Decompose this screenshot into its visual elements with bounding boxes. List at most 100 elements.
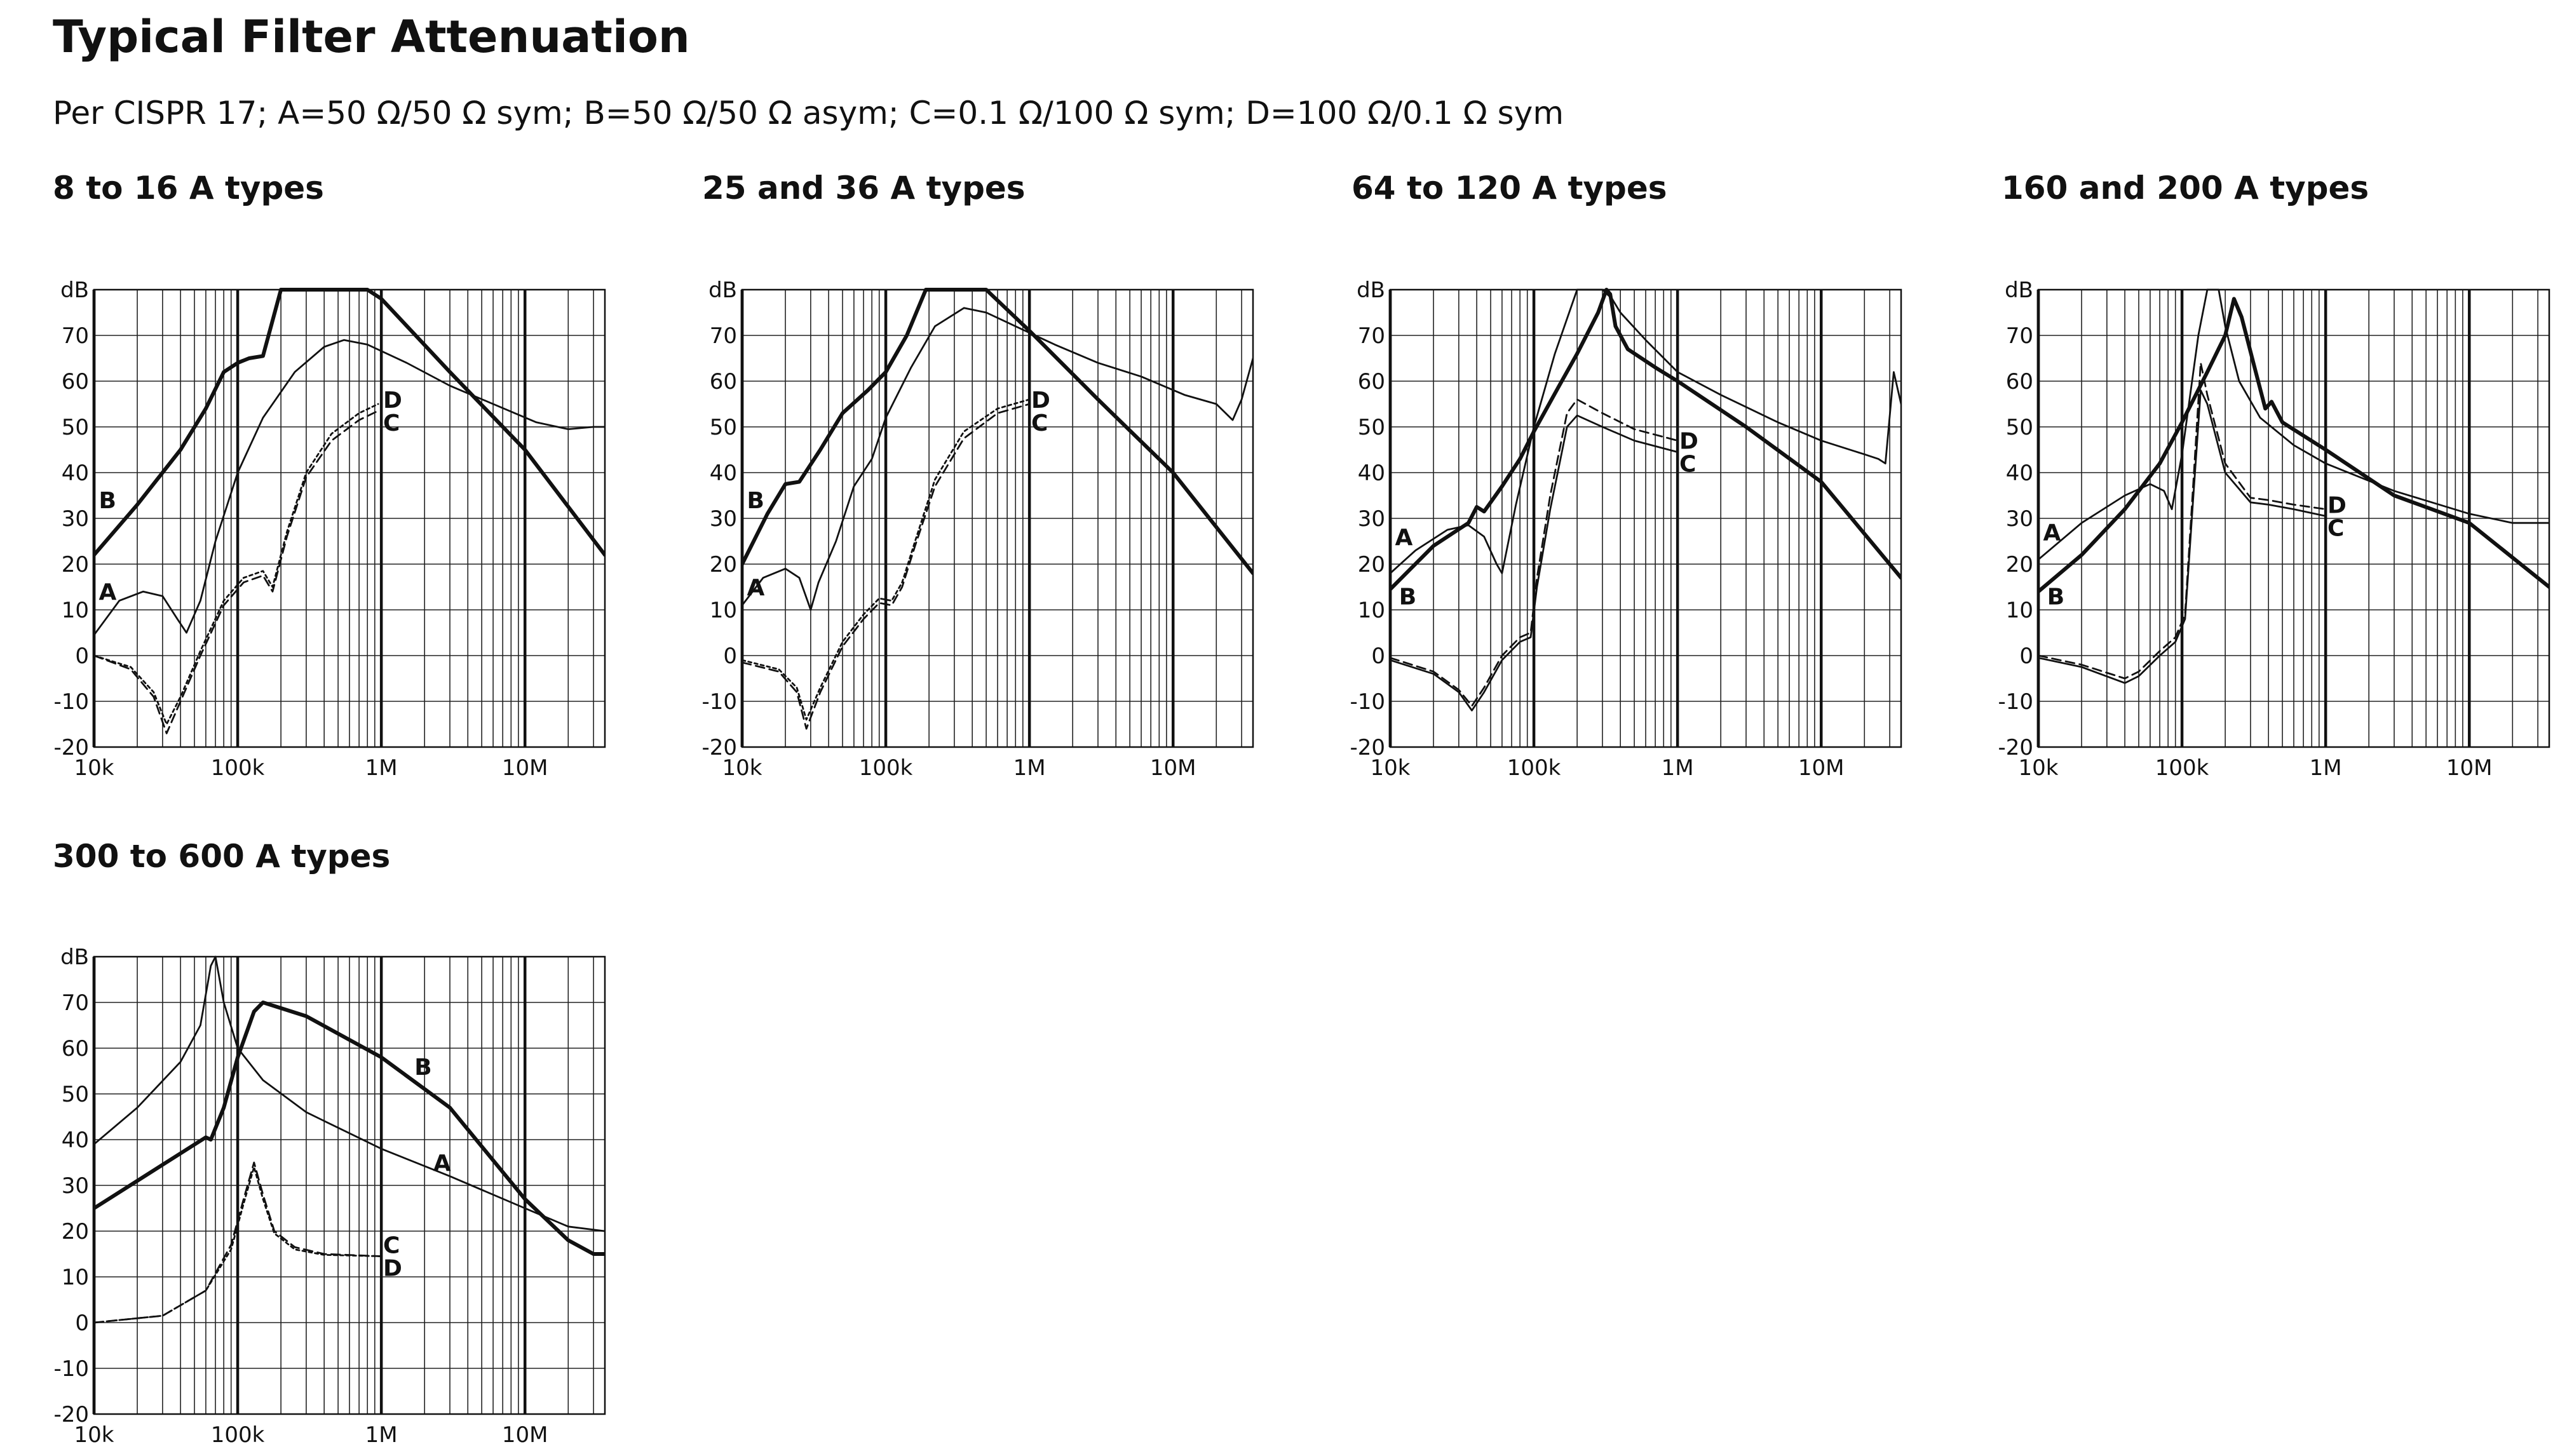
y-tick-label: 0 bbox=[75, 644, 89, 669]
series-line-a bbox=[1390, 288, 1901, 574]
series-line-d bbox=[94, 1166, 383, 1324]
y-axis-unit-label: dB bbox=[1357, 278, 1385, 303]
series-label-b: B bbox=[747, 488, 764, 514]
y-tick-label: -10 bbox=[1998, 689, 2033, 715]
series-label-c: C bbox=[2327, 515, 2344, 541]
series-label-a: A bbox=[747, 575, 765, 601]
y-tick-label: 60 bbox=[62, 1036, 89, 1062]
series-line-d bbox=[94, 403, 379, 725]
y-tick-label: 60 bbox=[1358, 369, 1385, 394]
series-label-c: C bbox=[1031, 410, 1048, 436]
y-tick-label: 50 bbox=[710, 415, 737, 440]
y-tick-label: 20 bbox=[62, 1219, 89, 1244]
y-tick-label: 0 bbox=[75, 1311, 89, 1336]
chart-8-16a: -20 -10 0 10 20 30 40 50 60 70 dB 10k 100k 1M 10M A B CD bbox=[53, 278, 606, 781]
x-tick-label: 10k bbox=[74, 755, 114, 781]
x-tick-label: 10k bbox=[722, 755, 762, 781]
x-tick-label: 100k bbox=[1507, 755, 1561, 781]
series-label-a: A bbox=[433, 1150, 451, 1176]
y-tick-label: -10 bbox=[53, 689, 89, 715]
series-label-a: A bbox=[1395, 525, 1413, 551]
series-label-d: D bbox=[383, 1256, 402, 1282]
series-line-c bbox=[94, 410, 379, 734]
x-tick-label: 100k bbox=[2155, 755, 2209, 781]
chart-25-36a: -20 -10 0 10 20 30 40 50 60 70 dB 10k 100k 1M 10M A B CD bbox=[701, 278, 1254, 781]
y-tick-label: 30 bbox=[62, 1173, 89, 1199]
series-label-d: D bbox=[1679, 429, 1698, 455]
x-tick-label: 10k bbox=[1371, 755, 1411, 781]
y-tick-label: 40 bbox=[62, 461, 89, 486]
y-tick-label: 10 bbox=[710, 598, 737, 623]
x-tick-label: 10M bbox=[2446, 755, 2493, 781]
y-axis-unit-label: dB bbox=[60, 945, 89, 970]
series-line-a bbox=[742, 307, 1253, 611]
x-tick-label: 10M bbox=[1798, 755, 1845, 781]
panel-title-25-36a: 25 and 36 A types bbox=[702, 170, 1026, 206]
x-tick-label: 100k bbox=[211, 755, 265, 781]
y-tick-label: 20 bbox=[62, 552, 89, 577]
y-tick-label: 60 bbox=[2006, 369, 2033, 394]
x-tick-label: 1M bbox=[365, 1422, 398, 1448]
y-tick-label: 40 bbox=[62, 1128, 89, 1153]
grid bbox=[92, 289, 605, 748]
y-tick-label: 20 bbox=[710, 552, 737, 577]
y-tick-label: 40 bbox=[2006, 461, 2033, 486]
y-tick-label: 70 bbox=[710, 323, 737, 349]
y-tick-label: 20 bbox=[1358, 552, 1385, 577]
page-title: Typical Filter Attenuation bbox=[53, 11, 690, 63]
chart-160-200a: -20 -10 0 10 20 30 40 50 60 70 dB 10k 100k 1M 10M A B CD bbox=[1998, 278, 2550, 781]
y-tick-label: 70 bbox=[62, 990, 89, 1016]
x-tick-label: 1M bbox=[1662, 755, 1694, 781]
y-tick-label: -20 bbox=[53, 735, 89, 760]
x-tick-label: 1M bbox=[365, 755, 398, 781]
series-line-a bbox=[94, 955, 605, 1232]
y-tick-label: -20 bbox=[1350, 735, 1385, 760]
panel-title-300-600a: 300 to 600 A types bbox=[53, 838, 391, 875]
series-label-a: A bbox=[2043, 520, 2061, 546]
y-tick-label: 10 bbox=[2006, 598, 2033, 623]
y-tick-label: -10 bbox=[53, 1356, 89, 1382]
series-label-b: B bbox=[1399, 584, 1416, 610]
x-tick-label: 10k bbox=[2019, 755, 2059, 781]
series-line-d bbox=[2038, 361, 2327, 680]
series-label-c: C bbox=[383, 1233, 400, 1259]
y-tick-label: 30 bbox=[62, 506, 89, 532]
y-axis-unit-label: dB bbox=[2005, 278, 2033, 303]
y-tick-label: 60 bbox=[62, 369, 89, 394]
y-tick-label: 0 bbox=[2019, 644, 2033, 669]
series-label-c: C bbox=[1679, 452, 1696, 478]
x-tick-label: 100k bbox=[211, 1422, 265, 1448]
y-tick-label: 70 bbox=[62, 323, 89, 349]
series-line-d bbox=[1390, 398, 1679, 707]
x-tick-label: 100k bbox=[859, 755, 913, 781]
series-line-b bbox=[1390, 288, 1901, 591]
x-tick-label: 1M bbox=[2310, 755, 2342, 781]
y-tick-label: 70 bbox=[1358, 323, 1385, 349]
series-line-b bbox=[2038, 297, 2549, 594]
series-line-b bbox=[94, 1001, 605, 1256]
y-tick-label: 50 bbox=[62, 1082, 89, 1107]
series-label-b: B bbox=[414, 1055, 431, 1081]
chart-300-600a: -20 -10 0 10 20 30 40 50 60 70 dB 10k 100k 1M 10M A B CD bbox=[53, 945, 606, 1448]
y-tick-label: 50 bbox=[62, 415, 89, 440]
y-tick-label: 50 bbox=[1358, 415, 1385, 440]
series-label-b: B bbox=[2047, 584, 2064, 610]
grid bbox=[1388, 289, 1901, 748]
y-tick-label: -20 bbox=[1998, 735, 2033, 760]
y-tick-label: 50 bbox=[2006, 415, 2033, 440]
series-label-d: D bbox=[2327, 492, 2347, 518]
y-tick-label: 20 bbox=[2006, 552, 2033, 577]
grid bbox=[740, 289, 1253, 748]
series-label-b: B bbox=[99, 488, 116, 514]
series-line-b bbox=[94, 288, 605, 557]
y-axis-unit-label: dB bbox=[708, 278, 737, 303]
y-tick-label: 10 bbox=[62, 598, 89, 623]
y-tick-label: 70 bbox=[2006, 323, 2033, 349]
grid bbox=[92, 956, 605, 1415]
x-tick-label: 10M bbox=[502, 755, 548, 781]
y-tick-label: 10 bbox=[62, 1265, 89, 1290]
series-label-a: A bbox=[99, 579, 117, 605]
y-tick-label: 60 bbox=[710, 369, 737, 394]
series-label-d: D bbox=[383, 388, 402, 414]
page-subtitle: Per CISPR 17; A=50 Ω/50 Ω sym; B=50 Ω/50… bbox=[53, 95, 1564, 131]
